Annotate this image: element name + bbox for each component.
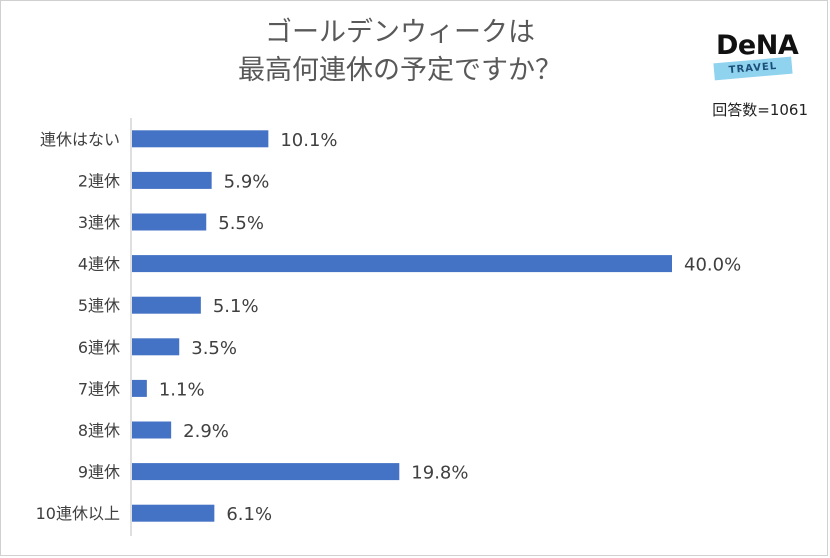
bar xyxy=(132,255,672,273)
bar xyxy=(132,463,400,481)
category-label: 4連休 xyxy=(78,255,120,274)
data-label: 5.1% xyxy=(213,296,259,317)
data-label: 10.1% xyxy=(280,130,337,151)
category-label: 7連休 xyxy=(78,379,120,398)
category-label: 9連休 xyxy=(78,463,120,482)
bar xyxy=(132,504,215,522)
bar xyxy=(132,338,180,356)
logo-brand: DeNA xyxy=(716,30,799,61)
bar xyxy=(132,171,212,189)
sample-size-label: 回答数=1061 xyxy=(712,101,808,119)
bar xyxy=(132,296,201,314)
chart-title: ゴールデンウィークは 最高何連休の予定ですか？ xyxy=(150,14,650,90)
dena-travel-logo: DeNA TRAVEL xyxy=(712,30,802,86)
data-label: 3.5% xyxy=(191,338,237,359)
data-label: 5.9% xyxy=(224,171,270,192)
data-label: 40.0% xyxy=(684,255,741,276)
bar xyxy=(132,379,147,397)
data-label: 6.1% xyxy=(226,504,272,525)
data-label: 2.9% xyxy=(183,421,229,442)
category-label: 10連休以上 xyxy=(36,504,120,523)
data-label: 19.8% xyxy=(411,463,468,484)
title-line-1: ゴールデンウィークは xyxy=(265,17,535,48)
bar xyxy=(132,213,207,231)
category-label: 5連休 xyxy=(78,296,120,315)
category-label: 3連休 xyxy=(78,213,120,232)
data-label: 5.5% xyxy=(218,213,264,234)
category-label: 連休はない xyxy=(40,130,120,149)
category-label: 2連休 xyxy=(78,171,120,190)
category-label: 6連休 xyxy=(78,338,120,357)
title-line-2: 最高何連休の予定ですか？ xyxy=(238,55,562,86)
category-label: 8連休 xyxy=(78,421,120,440)
data-label: 1.1% xyxy=(159,379,205,400)
bar xyxy=(132,130,269,148)
bar xyxy=(132,421,172,439)
